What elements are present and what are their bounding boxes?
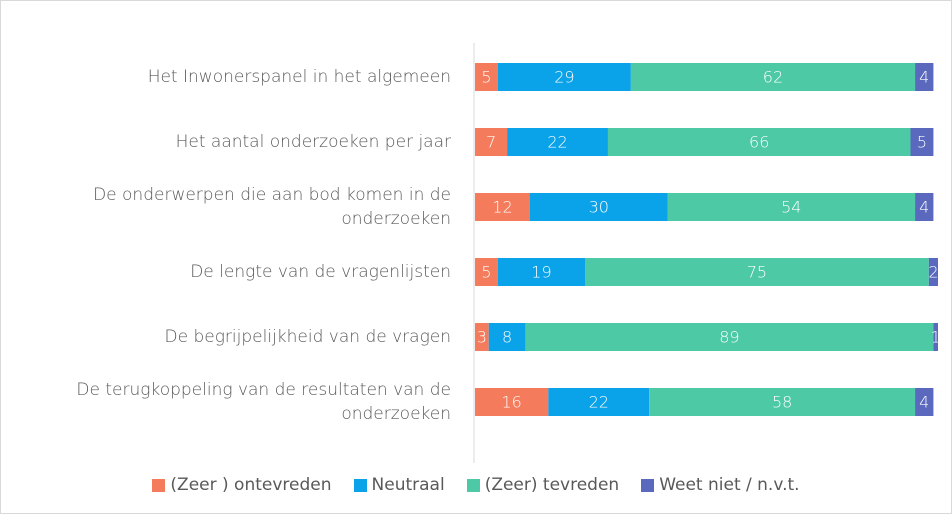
bar-segment <box>475 128 508 156</box>
category-label: De begrijpelijkheid van de vragen <box>164 327 451 347</box>
legend-item: (Zeer ) ontevreden <box>152 475 332 495</box>
legend-swatch <box>466 478 480 492</box>
data-label: 5 <box>481 68 491 87</box>
bar-segment <box>488 323 526 351</box>
legend-label: (Zeer) tevreden <box>484 475 620 495</box>
legend: (Zeer ) ontevreden Neutraal (Zeer) tevrede… <box>1 475 951 495</box>
legend-label: (Zeer ) ontevreden <box>170 475 332 495</box>
category-label: De lengte van de vragenlijsten <box>190 262 451 282</box>
data-label: 19 <box>531 263 551 282</box>
legend-label: Weet niet / n.v.t. <box>659 475 800 495</box>
data-label: 22 <box>589 393 609 412</box>
data-label: 8 <box>502 328 512 347</box>
legend-swatch <box>353 478 367 492</box>
data-label: 4 <box>919 393 929 412</box>
bar-segment <box>649 388 916 416</box>
data-label: 7 <box>486 133 496 152</box>
legend-swatch <box>152 478 166 492</box>
data-label: 2 <box>928 263 938 282</box>
bar-segment <box>548 388 650 416</box>
data-label: 4 <box>919 198 929 217</box>
data-label: 75 <box>747 263 767 282</box>
bar-segment <box>525 323 934 351</box>
bar-segment <box>497 258 586 286</box>
category-label: De onderwerpen die aan bod komen in de o… <box>93 185 451 229</box>
legend-item: Weet niet / n.v.t. <box>641 475 800 495</box>
data-label: 89 <box>719 328 739 347</box>
bar-segment <box>497 63 631 91</box>
bar-segment <box>910 128 934 156</box>
data-label: 54 <box>781 198 801 217</box>
bar-segment <box>915 193 934 221</box>
bar-segment <box>915 63 934 91</box>
data-label: 66 <box>749 133 769 152</box>
bar-segment <box>475 323 489 351</box>
data-label: 5 <box>917 133 927 152</box>
legend-item: (Zeer) tevreden <box>466 475 620 495</box>
bar-segment <box>475 258 498 286</box>
data-label: 58 <box>772 393 792 412</box>
data-label: 22 <box>547 133 567 152</box>
data-label: 16 <box>501 393 521 412</box>
data-label: 4 <box>919 68 929 87</box>
category-label: Het Inwonerspanel in het algemeen <box>147 67 451 87</box>
bar-segment <box>475 388 549 416</box>
bar-segment <box>475 193 531 221</box>
bar-segment <box>530 193 668 221</box>
data-label: 12 <box>492 198 512 217</box>
bar-segment <box>933 323 938 351</box>
data-label: 1 <box>931 328 941 347</box>
category-label: Het aantal onderzoeken per jaar <box>175 132 451 152</box>
bar-segment <box>667 193 916 221</box>
bar-segment <box>585 258 929 286</box>
data-label: 62 <box>763 68 783 87</box>
legend-label: Neutraal <box>371 475 445 495</box>
data-label: 29 <box>554 68 574 87</box>
bar-segment <box>915 388 934 416</box>
category-label: De terugkoppeling van de resultaten van … <box>76 380 451 424</box>
bar-segment <box>607 128 911 156</box>
bar-segment <box>928 258 938 286</box>
data-label: 30 <box>589 198 609 217</box>
data-label: 5 <box>481 263 491 282</box>
legend-swatch <box>641 478 655 492</box>
bar-segment <box>475 63 498 91</box>
bar-segment <box>507 128 608 156</box>
legend-item: Neutraal <box>353 475 445 495</box>
bar-segment <box>630 63 916 91</box>
data-label: 3 <box>477 328 487 347</box>
